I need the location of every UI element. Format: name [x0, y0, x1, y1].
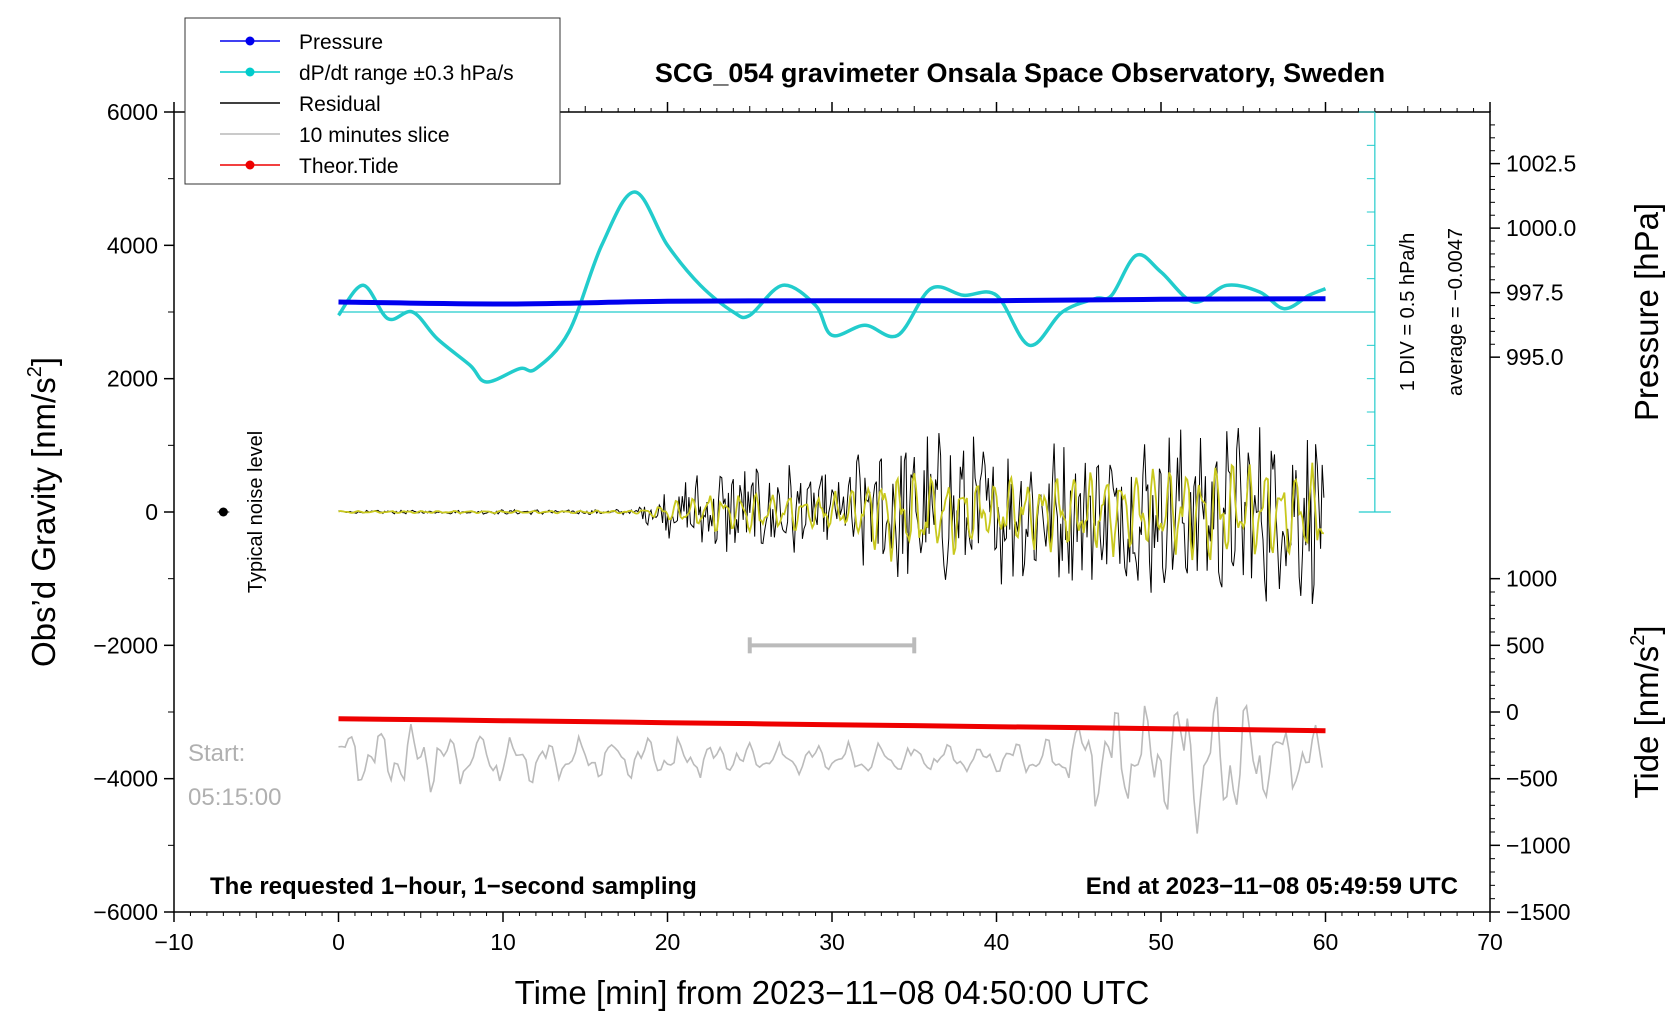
x-tick-label: 50	[1148, 929, 1174, 955]
y-tick-label: −6000	[93, 899, 158, 925]
tide-series-line	[338, 716, 1326, 734]
axis-ticks: −10 0 10 20 30 40 50 60 70 −6000 −4000 −2000 0 2000 40…	[93, 99, 1576, 955]
legend-marker	[245, 67, 255, 77]
legend-label: dP/dt range ±0.3 hPa/s	[299, 62, 514, 85]
legend-marker	[245, 160, 255, 170]
x-axis-title: Time [min] from 2023−11−08 04:50:00 UTC	[515, 974, 1150, 1011]
tide-tick-label: 500	[1506, 632, 1544, 658]
tide-title-main: Tide [nm/s	[1628, 646, 1665, 799]
tide-tick-label: −500	[1506, 766, 1558, 792]
pressure-series-line	[338, 296, 1326, 307]
noise-label-group: Typical noise level	[245, 431, 267, 593]
svg-text:Tide [nm/s2]: Tide [nm/s2]	[1627, 625, 1665, 798]
start-time-label: 05:15:00	[188, 784, 281, 811]
y-left-title-main: Obs’d Gravity [nm/s	[25, 377, 62, 667]
x-tick-label: 70	[1477, 929, 1503, 955]
legend-label: Residual	[299, 93, 381, 116]
svg-text:Obs’d Gravity [nm/s2]: Obs’d Gravity [nm/s2]	[24, 357, 62, 667]
pressure-tick-label: 997.5	[1506, 280, 1564, 306]
y-tick-label: −4000	[93, 766, 158, 792]
pressure-tick-label: 995.0	[1506, 344, 1564, 370]
slice-series-line	[338, 696, 1323, 834]
chart-title: SCG_054 gravimeter Onsala Space Observat…	[655, 58, 1385, 88]
y-tick-label: 0	[145, 499, 158, 525]
dpdt-series-line	[337, 190, 1327, 384]
legend-label: 10 minutes slice	[299, 124, 450, 147]
y-axis-title-tide: Tide [nm/s2]	[1627, 625, 1665, 798]
tide-title-close: ]	[1628, 625, 1665, 634]
residual-filtered-line	[338, 462, 1325, 562]
x-tick-label: 10	[490, 929, 516, 955]
tide-tick-label: −1000	[1506, 832, 1571, 858]
start-label: Start:	[188, 740, 245, 767]
pressure-scale-group-2: average = −0.0047	[1445, 228, 1467, 396]
legend: Pressure dP/dt range ±0.3 hPa/s Residual 10…	[184, 17, 561, 185]
noise-label: Typical noise level	[245, 431, 267, 593]
noise-level-point	[218, 507, 228, 517]
y-axis-title-left: Obs’d Gravity [nm/s2]	[24, 357, 62, 667]
tide-title-sup: 2	[1627, 635, 1649, 646]
pressure-tick-label: 1000.0	[1506, 215, 1576, 241]
pressure-tick-label: 1002.5	[1506, 151, 1576, 177]
x-tick-label: 20	[655, 929, 681, 955]
pressure-scale-label-1: 1 DIV = 0.5 hPa/h	[1397, 233, 1419, 391]
x-tick-label: 40	[984, 929, 1010, 955]
bottom-left-note: The requested 1−hour, 1−second sampling	[210, 873, 697, 900]
x-tick-label: 0	[332, 929, 345, 955]
legend-label: Theor.Tide	[299, 155, 399, 178]
y-tick-label: 6000	[107, 99, 158, 125]
legend-label: Pressure	[299, 31, 383, 54]
bottom-right-note: End at 2023−11−08 05:49:59 UTC	[1086, 873, 1458, 900]
residual-series-line	[338, 427, 1325, 605]
legend-box	[184, 17, 561, 185]
x-tick-label: −10	[154, 929, 193, 955]
pressure-scale-group-1: 1 DIV = 0.5 hPa/h	[1397, 233, 1419, 391]
x-tick-label: 60	[1313, 929, 1339, 955]
tide-tick-label: 0	[1506, 699, 1519, 725]
y-left-title-sup: 2	[24, 366, 46, 377]
y-axis-title-pressure: Pressure [hPa]	[1628, 203, 1665, 421]
y-tick-label: −2000	[93, 632, 158, 658]
data-series	[217, 111, 1391, 834]
legend-marker	[245, 36, 255, 46]
pressure-scale-label-2: average = −0.0047	[1445, 228, 1467, 396]
tide-tick-label: −1500	[1506, 899, 1571, 925]
svg-text:Pressure [hPa]: Pressure [hPa]	[1628, 203, 1665, 421]
y-tick-label: 2000	[107, 366, 158, 392]
x-tick-label: 30	[819, 929, 845, 955]
y-tick-label: 4000	[107, 232, 158, 258]
y-left-title-close: ]	[25, 357, 62, 366]
tide-tick-label: 1000	[1506, 566, 1557, 592]
